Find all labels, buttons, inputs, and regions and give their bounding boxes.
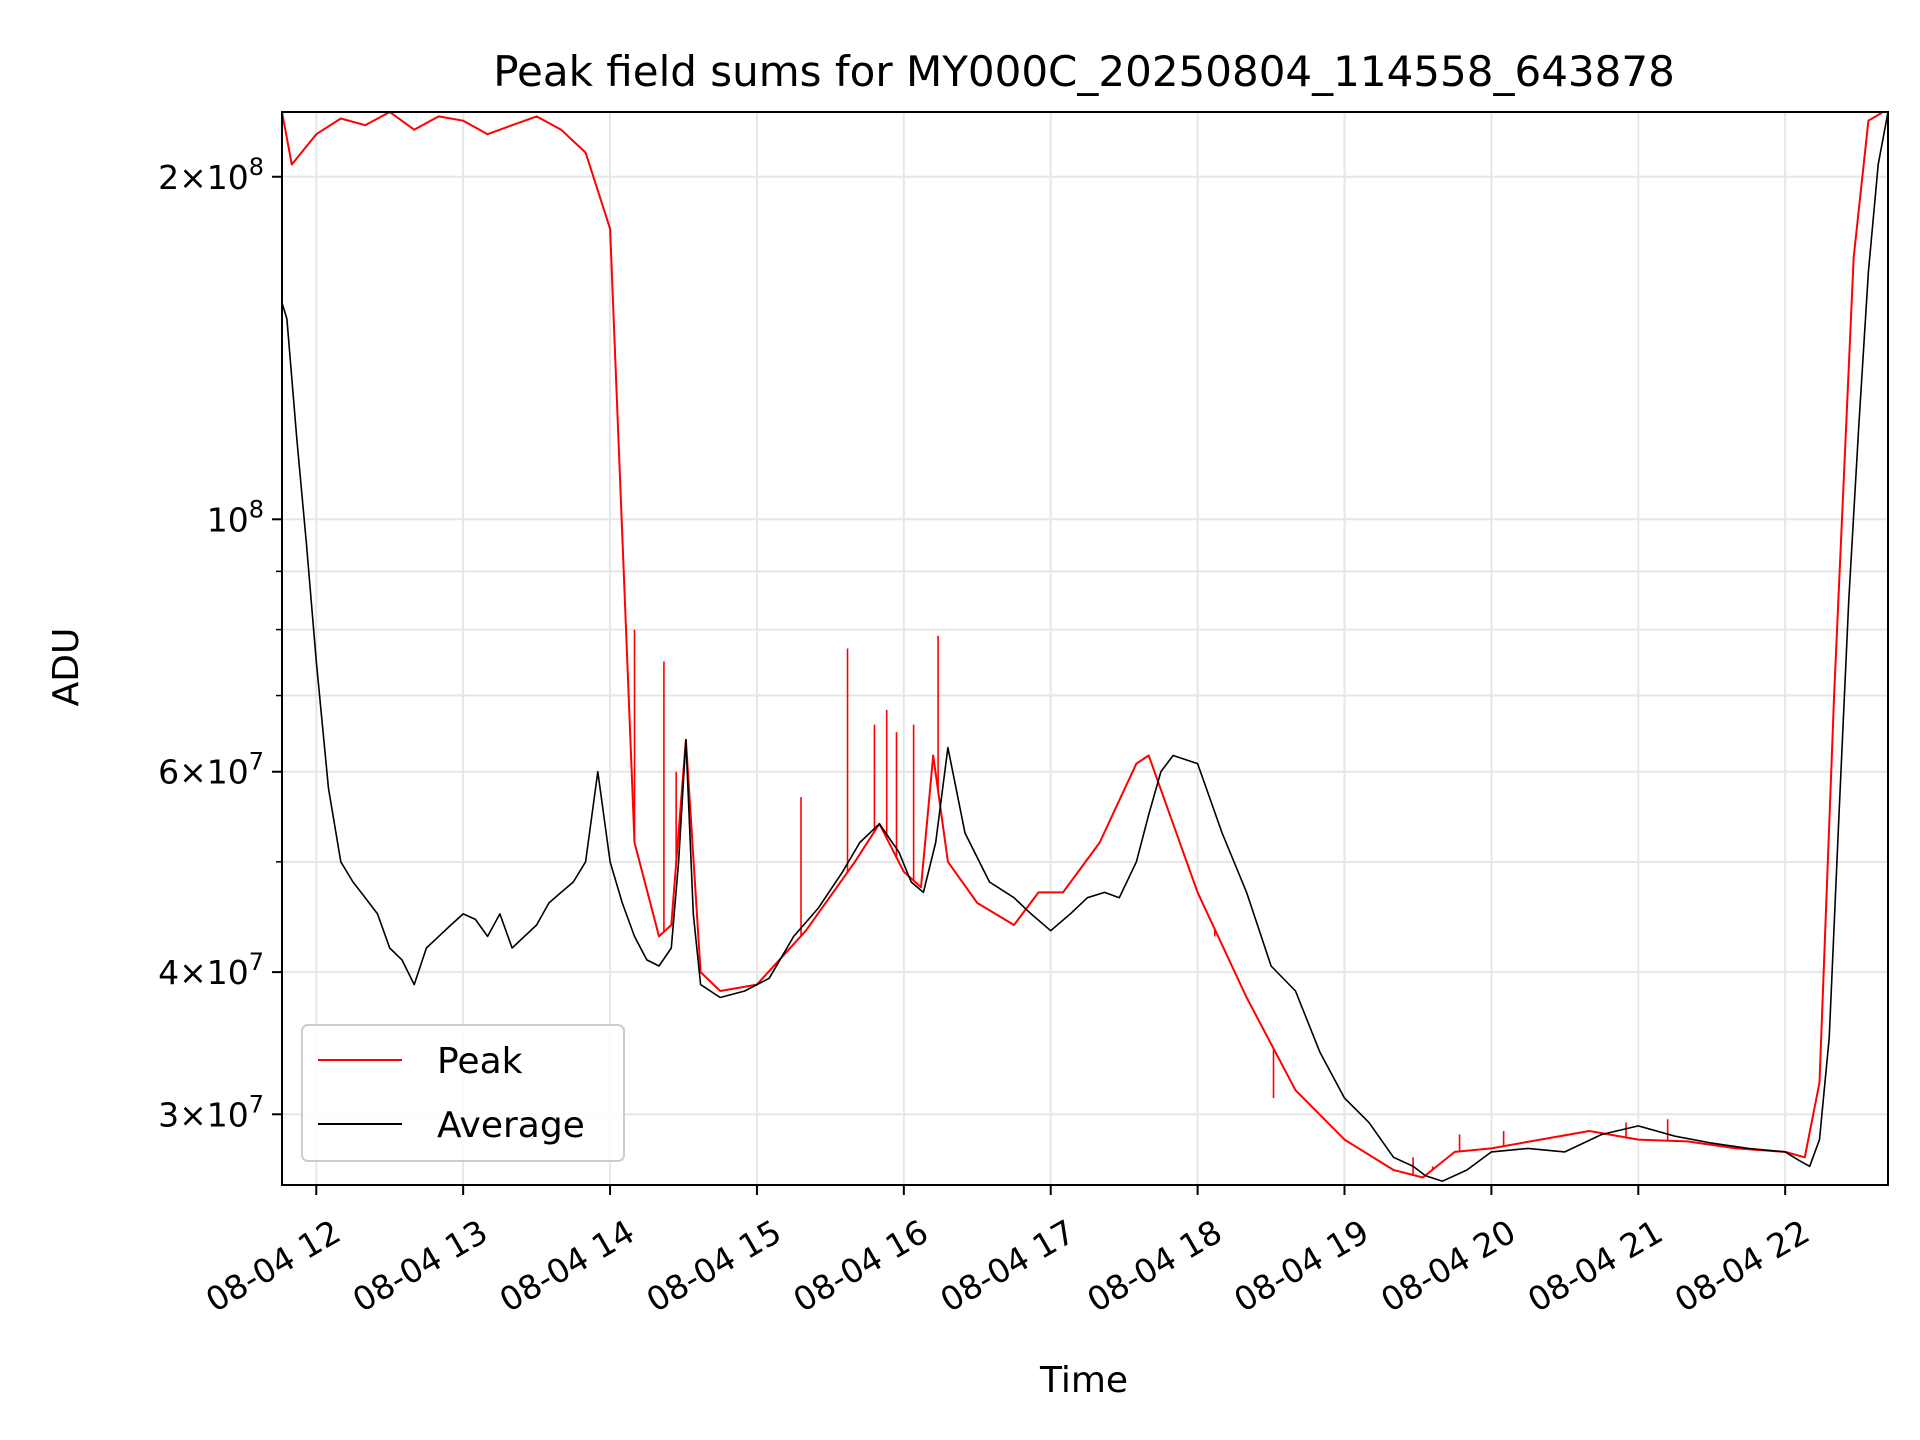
y-tick-label: 6×107 (158, 748, 264, 792)
y-axis: 3×107 4×107 6×107 108 2×108 (158, 153, 282, 1134)
series-line-peak (282, 112, 1884, 1179)
y-tick-exponent: 7 (249, 948, 264, 976)
y-tick-mantissa: 2 (158, 158, 179, 197)
y-tick-label: 2×108 (158, 153, 264, 197)
plot-frame (281, 111, 1889, 1186)
y-tick-label: 4×107 (158, 948, 264, 992)
series-line-average (282, 112, 1888, 1182)
y-tick-exponent: 8 (249, 495, 264, 523)
y-tick-mantissa: 3 (158, 1095, 179, 1134)
y-tick-label: 3×107 (158, 1090, 264, 1134)
y-tick-mantissa: 4 (158, 953, 179, 992)
legend-label-peak: Peak (437, 1041, 523, 1082)
x-axis-label: Time (1039, 1360, 1128, 1401)
chart-title: Peak field sums for MY000C_20250804_1145… (493, 47, 1675, 96)
y-axis-label: ADU (46, 628, 87, 707)
y-tick-label: 108 (207, 495, 264, 539)
y-tick-exponent: 8 (249, 153, 264, 181)
y-tick-exponent: 7 (249, 1090, 264, 1118)
legend: Peak Average (301, 1024, 625, 1162)
y-tick-mantissa: 6 (158, 753, 179, 792)
series-layer (282, 112, 1888, 1182)
grid (282, 112, 1888, 1185)
y-tick-exponent: 7 (249, 748, 264, 776)
legend-label-average: Average (437, 1105, 585, 1146)
